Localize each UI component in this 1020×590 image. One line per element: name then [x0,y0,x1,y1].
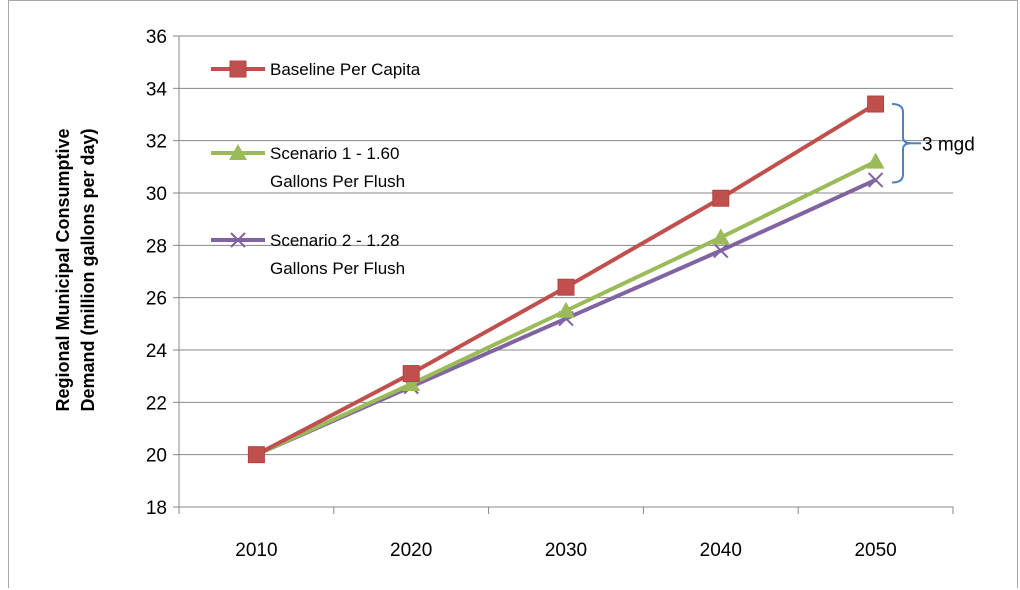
brace-icon [891,103,912,184]
legend-item-3: Scenario 2 - 1.28 Gallons Per Flush [211,231,405,278]
y-tick-label: 18 [146,498,167,519]
chart-frame [8,0,1018,588]
series-1 [247,95,885,464]
triangle-marker [711,228,730,245]
y-axis-title-line-2: Demand (million gallons per day) [78,128,98,411]
legend-item-2: Scenario 1 - 1.60 Gallons Per Flush [211,144,405,191]
x-marker [713,242,729,259]
y-tick-label: 26 [146,289,167,310]
x-marker [867,172,884,188]
y-tick-label: 30 [146,184,167,205]
legend-label: Scenario 2 - 1.28 [270,231,399,250]
y-tick-label: 32 [146,132,167,153]
square-marker [867,95,885,113]
legend-label: Scenario 1 - 1.60 [270,144,399,163]
square-marker [712,189,730,207]
square-marker [247,446,265,464]
x-tick-label: 2050 [854,540,896,561]
square-marker [402,365,420,383]
series-2 [247,152,885,462]
y-tick-label: 22 [146,393,167,414]
x-tick-label: 2020 [390,540,432,561]
triangle-marker [229,144,247,160]
x-tick-label: 2030 [545,540,587,561]
y-tick-label: 36 [146,27,167,48]
square-marker [557,278,575,296]
y-axis-title-line-1: Regional Municipal Consumptive [53,128,73,411]
triangle-marker [402,375,421,392]
annotation-layer: 3 mgd [891,103,975,184]
y-tick-label: 20 [146,446,167,467]
axes: 18 20 22 24 26 28 30 32 34 36 2010 2020 2030 2040 2050 [146,27,954,561]
x-tick-label: 2010 [235,540,277,561]
series-layer [247,95,885,464]
annotation-label: 3 mgd [922,134,975,155]
legend: Baseline Per Capita Scenario 1 - 1.60 Gall… [211,60,421,278]
triangle-marker [557,301,575,318]
legend-label: Gallons Per Flush [270,172,405,191]
x-tick-label: 2040 [700,540,742,561]
square-marker [229,60,247,78]
legend-label: Gallons Per Flush [270,259,405,278]
legend-item-1: Baseline Per Capita [211,60,421,79]
y-tick-label: 24 [146,341,168,362]
y-tick-label: 28 [146,236,167,257]
x-marker [230,232,246,248]
legend-label: Baseline Per Capita [270,60,421,79]
difference-annotation: 3 mgd [891,103,975,184]
y-tick-label: 34 [146,79,168,100]
triangle-marker [866,152,885,169]
